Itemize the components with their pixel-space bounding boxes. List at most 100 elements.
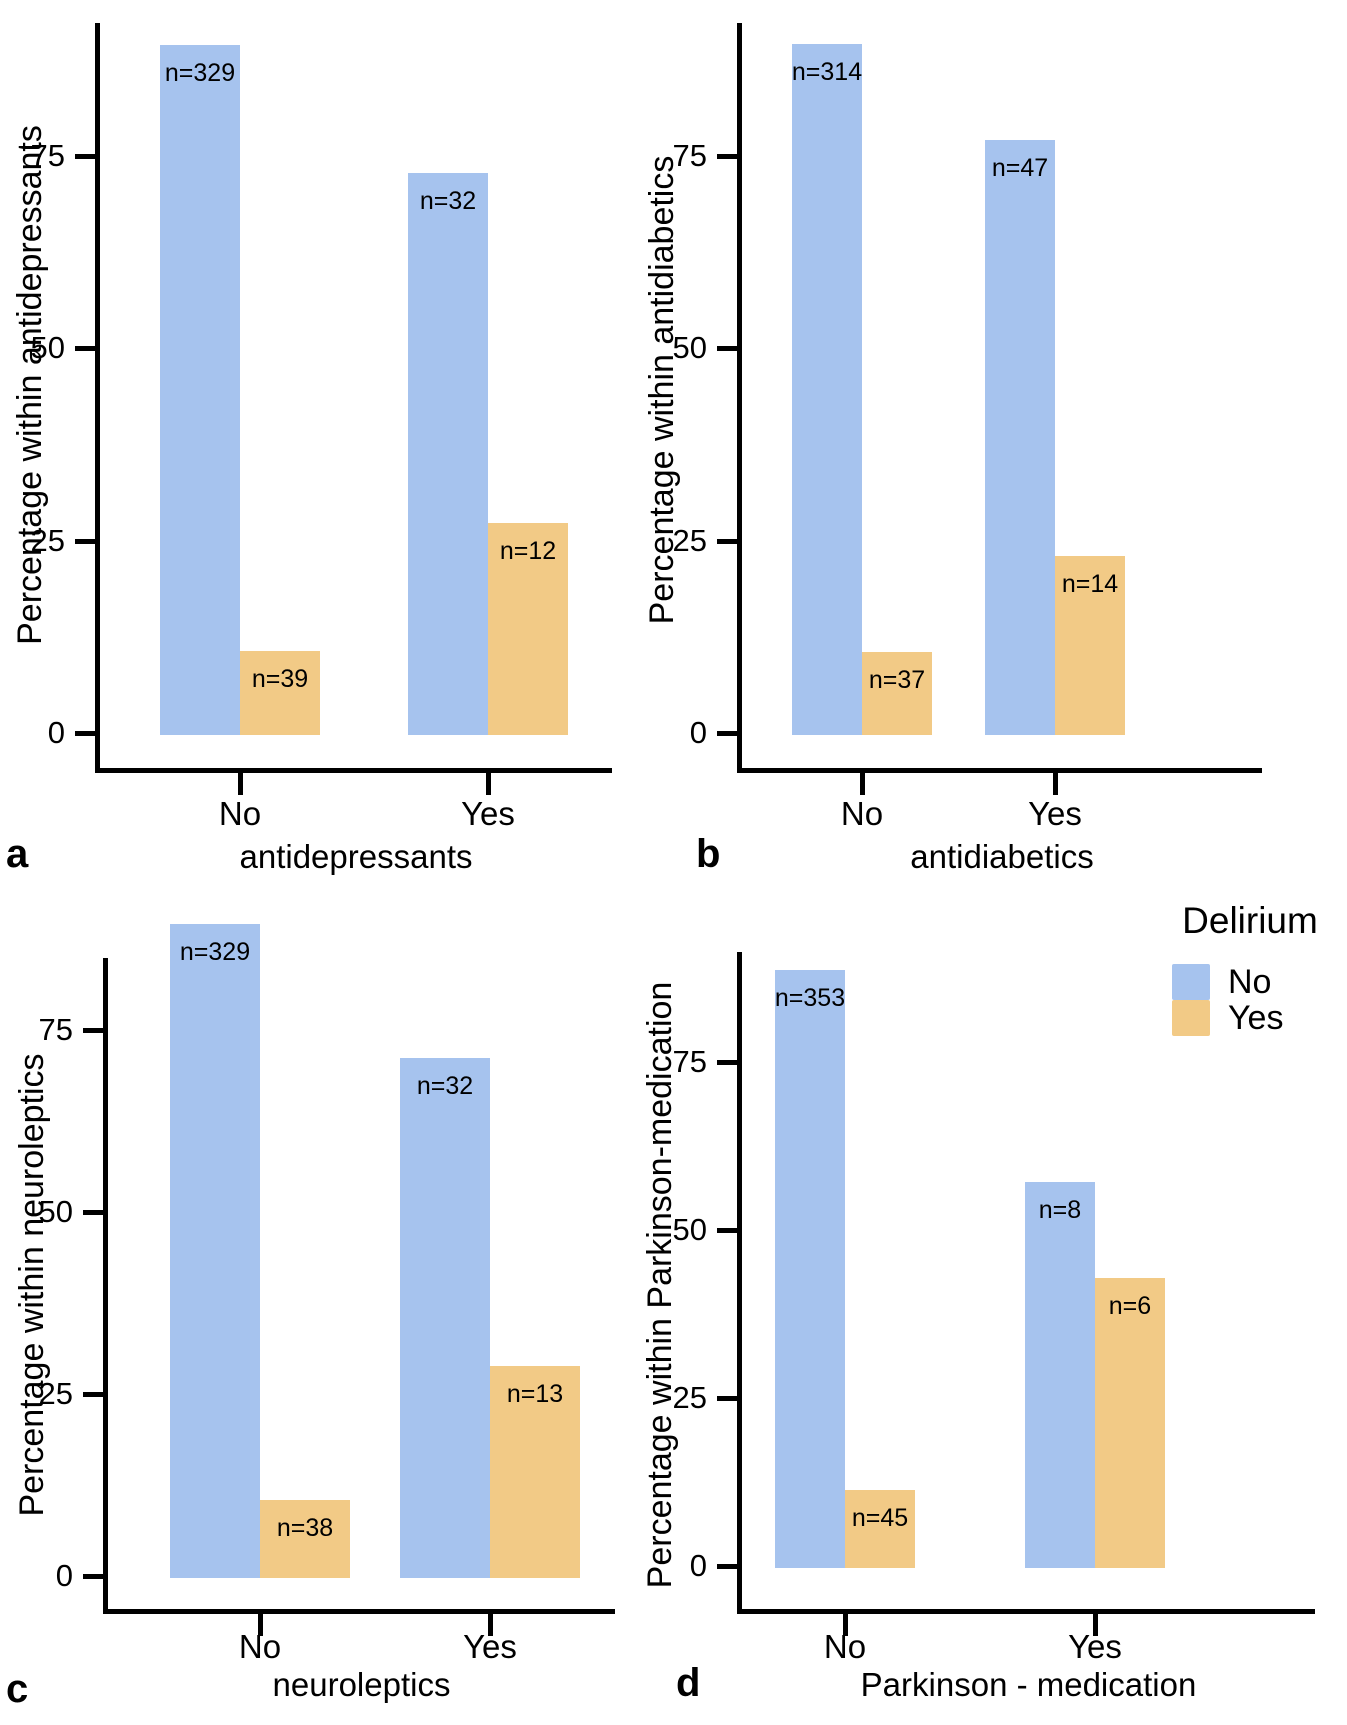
panel-b-count-yes-delirium-yes: n=14 [1061,569,1119,598]
panel-a-count-yes-delirium-no: n=32 [419,187,477,216]
panel-d-ytick-label-75: 75 [672,1044,707,1079]
panel-c-xlabel: neuroleptics [272,1666,451,1703]
panel-b-ytick-label-25: 25 [672,522,707,558]
panel-d-xtick-no [843,1614,848,1636]
panel-b-cat-no: No [840,795,884,832]
panel-c-ytick-0 [83,1574,103,1579]
panel-b-count-yes-delirium-no: n=47 [991,154,1049,183]
panel-a-ylabel: Percentage within antidepressants [11,125,49,645]
panel-c-ytick-label-0: 0 [55,1558,73,1593]
panel-d-xtick-yes [1093,1614,1098,1636]
panel-d-bar-yes-delirium-no [1025,1182,1095,1568]
panel-d-count-no-delirium-no: n=353 [774,983,846,1012]
panel-a-ytick-25 [75,538,95,544]
panel-d-x-axis [737,1609,1315,1614]
panel-d-ytick-25 [717,1396,737,1401]
panel-c-ytick-label-50: 50 [38,1194,73,1229]
panel-b-ytick-0 [717,731,737,736]
legend: Delirium No Yes [1150,900,1347,1050]
panel-a-x-axis [95,768,612,773]
panel-a-ytick-label-50: 50 [30,330,65,365]
panel-a-xtick-yes [486,773,491,795]
panel-a-ytick-label-25: 25 [30,522,65,558]
panel-b-bar-yes-delirium-yes [1055,555,1125,735]
panel-d-ytick-label-25: 25 [672,1380,707,1415]
panel-b-bar-yes-delirium-no [985,140,1055,735]
panel-b-bar-no-delirium-yes [862,652,932,735]
panel-b-xtick-yes [1053,773,1058,795]
panel-a-y-axis [95,23,100,773]
panel-b-xtick-no [860,773,865,795]
panel-d-ytick-0 [717,1564,737,1569]
panel-a-cat-yes: Yes [461,795,515,832]
panel-c-cat-no: No [238,1628,282,1665]
panel-d-ylabel: Percentage within Parkinson-medication [641,981,679,1589]
panel-a-ytick-75 [75,153,95,159]
panel-d-count-yes-delirium-no: n=8 [1038,1196,1082,1225]
panel-a-letter: a [6,832,29,876]
panel-b-ylabel: Percentage within antidiabetics [643,155,681,625]
panel-c-xtick-no [258,1614,263,1636]
panel-a-bar-yes-delirium-no [408,173,488,735]
panel-d-y-axis [737,952,742,1614]
panel-b-ytick-25 [717,538,737,544]
panel-d-ytick-label-0: 0 [689,1548,707,1583]
panel-d-bar-yes-delirium-yes [1095,1277,1165,1568]
panel-a-bar-no-delirium-yes [240,651,320,735]
legend-label-no: No [1228,963,1272,1001]
panel-a-bar-no-delirium-no [160,44,240,735]
panel-b-y-axis [737,23,742,773]
panel-c-ytick-label-25: 25 [38,1376,73,1411]
legend-title: Delirium [1182,900,1318,941]
panel-c-letter: c [6,1667,29,1711]
panel-b-ytick-label-75: 75 [672,137,707,173]
panel-c-cat-yes: Yes [463,1628,517,1665]
legend-label-yes: Yes [1228,999,1284,1037]
panel-c-bar-no-delirium-yes [260,1500,350,1578]
panel-c-count-yes-delirium-no: n=32 [416,1072,474,1101]
panel-a-ytick-label-75: 75 [30,137,65,173]
panel-c-ytick-25 [83,1392,103,1397]
panel-c-ytick-50 [83,1210,103,1215]
panel-b-bar-no-delirium-no [792,43,862,735]
panel-c-bar-yes-delirium-yes [490,1365,580,1578]
panel-a-ytick-label-0: 0 [47,715,65,750]
panel-b-ytick-label-0: 0 [689,715,707,750]
panel-a-count-no-delirium-yes: n=39 [251,665,309,694]
panel-d-cat-yes: Yes [1068,1628,1122,1665]
panel-c-ylabel: Percentage within neuroleptics [13,1053,51,1517]
panel-a-cat-no: No [218,795,262,832]
legend-swatch-yes [1172,1000,1210,1036]
panel-b-letter: b [696,832,721,876]
panel-c-y-axis [103,958,108,1614]
panel-d-bar-no-delirium-yes [845,1490,915,1568]
panel-a-bar-yes-delirium-yes [488,522,568,735]
legend-swatch-no [1172,964,1210,1000]
panel-d-cat-no: No [823,1628,867,1665]
panel-d-ytick-75 [717,1060,737,1065]
panel-d-xlabel: Parkinson - medication [860,1666,1197,1703]
panel-d-ytick-50 [717,1228,737,1233]
panel-a-xtick-no [238,773,243,795]
panel-b-xlabel: antidiabetics [910,838,1094,875]
panel-d-letter: d [676,1661,701,1705]
panel-a-xlabel: antidepressants [239,838,473,875]
panel-c-bar-no-delirium-no [170,923,260,1578]
panel-c-xtick-yes [488,1614,493,1636]
panel-b-ytick-label-50: 50 [672,330,707,365]
panel-c-ytick-75 [83,1028,103,1033]
panel-c-count-no-delirium-yes: n=38 [276,1514,334,1543]
panel-a-ytick-50 [75,346,95,351]
panel-b-ytick-75 [717,153,737,159]
panel-a-count-no-delirium-no: n=329 [164,58,236,87]
panel-c-count-yes-delirium-yes: n=13 [506,1379,564,1408]
panel-d-count-yes-delirium-yes: n=6 [1108,1291,1152,1320]
panel-c-count-no-delirium-no: n=329 [179,937,251,966]
panel-b-count-no-delirium-yes: n=37 [868,666,926,695]
panel-b-ytick-50 [717,346,737,351]
panel-b-cat-yes: Yes [1028,795,1082,832]
panel-d-count-no-delirium-yes: n=45 [851,1504,909,1533]
panel-a-count-yes-delirium-yes: n=12 [499,536,557,565]
panel-c-bar-yes-delirium-no [400,1058,490,1578]
